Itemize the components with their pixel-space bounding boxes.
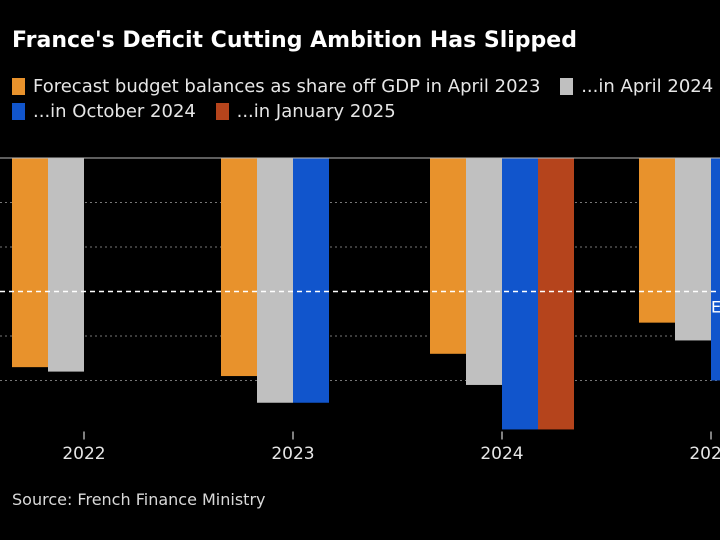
bar-2024-series-2 bbox=[502, 158, 538, 430]
bar-2025-series-0 bbox=[639, 158, 675, 323]
x-tick-label: 2023 bbox=[271, 444, 314, 464]
legend-item-october-2024: ...in October 2024 bbox=[12, 101, 196, 122]
legend-row-1: Forecast budget balances as share off GD… bbox=[12, 76, 720, 100]
legend-swatch-january-2025 bbox=[215, 103, 229, 120]
legend-item-april-2024: ...in April 2024 bbox=[560, 76, 713, 97]
bar-2023-series-2 bbox=[293, 158, 329, 403]
legend-swatch-october-2024 bbox=[12, 103, 25, 120]
legend-label-april-2024: ...in April 2024 bbox=[581, 76, 714, 97]
reference-line-label: EU limit bbox=[711, 298, 720, 317]
legend-item-april-2023: Forecast budget balances as share off GD… bbox=[12, 76, 540, 97]
legend-swatch-april-2024 bbox=[560, 78, 574, 95]
legend-item-january-2025: ...in January 2025 bbox=[215, 101, 396, 122]
chart-title: France's Deficit Cutting Ambition Has Sl… bbox=[12, 28, 577, 53]
x-tick-label: 2024 bbox=[480, 444, 523, 464]
bar-2023-series-0 bbox=[221, 158, 257, 377]
bar-2024-series-1 bbox=[466, 158, 502, 385]
bar-2023-series-1 bbox=[257, 158, 293, 403]
legend-label-january-2025: ...in January 2025 bbox=[236, 101, 396, 122]
bar-2022-series-1 bbox=[48, 158, 84, 372]
bar-chart: 2022 2023 2024 2025 EU limit bbox=[0, 157, 720, 464]
bar-2022-series-0 bbox=[12, 158, 48, 368]
legend-row-2: ...in October 2024 ...in January 2025 bbox=[12, 101, 410, 125]
legend-swatch-april-2023 bbox=[12, 78, 25, 95]
bar-2025-series-2 bbox=[711, 158, 720, 381]
x-tick-label: 2022 bbox=[62, 444, 105, 464]
bar-2025-series-1 bbox=[675, 158, 711, 341]
source-note: Source: French Finance Ministry bbox=[12, 490, 266, 509]
bar-2024-series-3 bbox=[538, 158, 574, 430]
legend-label-october-2024: ...in October 2024 bbox=[33, 101, 196, 122]
x-tick-label: 2025 bbox=[689, 444, 720, 464]
legend-label-april-2023: Forecast budget balances as share off GD… bbox=[33, 76, 541, 97]
bar-2024-series-0 bbox=[430, 158, 466, 354]
